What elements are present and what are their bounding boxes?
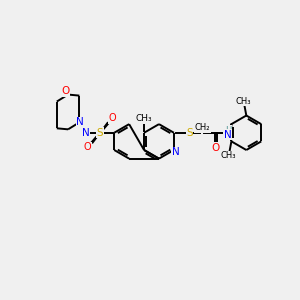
Text: O: O <box>61 86 69 96</box>
Text: CH₃: CH₃ <box>136 114 152 123</box>
Text: S: S <box>186 128 193 138</box>
Text: CH₂: CH₂ <box>195 123 210 132</box>
Text: O: O <box>211 143 219 153</box>
Text: H: H <box>225 126 231 135</box>
Text: N: N <box>76 117 84 128</box>
Text: CH₃: CH₃ <box>235 97 250 106</box>
Text: O: O <box>84 142 92 152</box>
Text: S: S <box>97 128 104 138</box>
Text: N: N <box>224 130 232 140</box>
Text: O: O <box>109 113 116 124</box>
Text: CH₃: CH₃ <box>220 151 236 160</box>
Text: N: N <box>172 147 179 157</box>
Text: N: N <box>82 128 90 138</box>
